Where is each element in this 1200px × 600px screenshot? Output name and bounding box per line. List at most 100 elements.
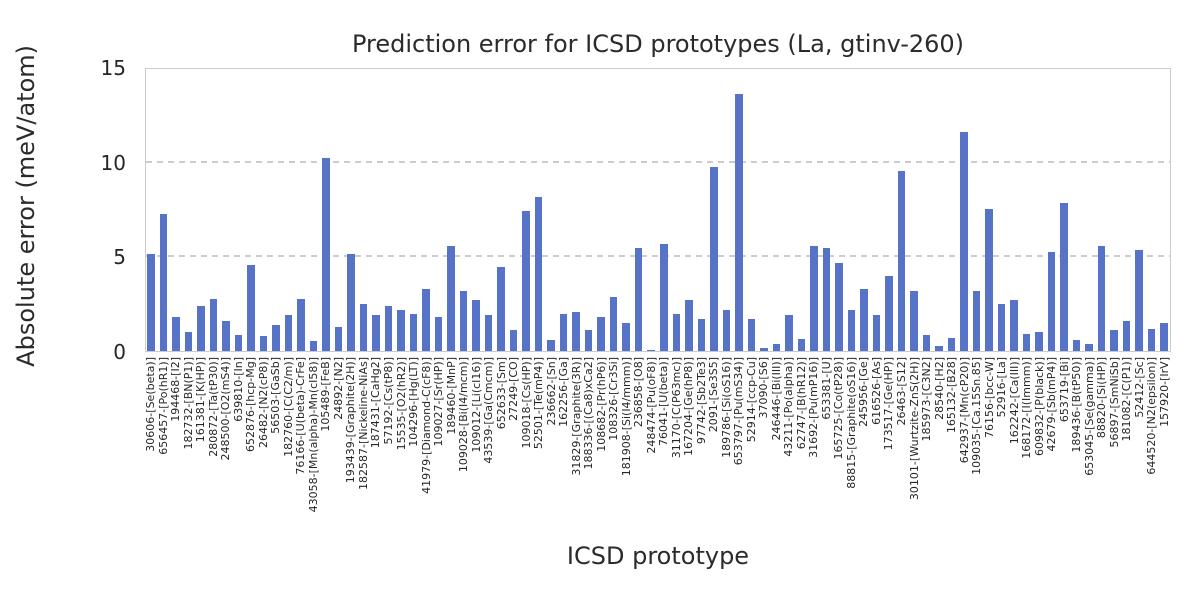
- x-tick-label: 616526-[As]: [869, 357, 883, 425]
- bar: [409, 313, 418, 351]
- chart-title: Prediction error for ICSD prototypes (La…: [351, 30, 965, 58]
- bar: [522, 210, 530, 351]
- bar: [622, 322, 630, 351]
- bar: [772, 344, 781, 351]
- x-tick-label: 182732-[BN(P1)]: [181, 357, 195, 450]
- x-tick-label: 43539-[Ga(Cmcm)]: [482, 357, 496, 464]
- x-tick-label: 157920-[IrV]: [1157, 357, 1171, 427]
- x-tick-label: 97742-[Sb2Te3]: [694, 357, 708, 445]
- bar: [960, 131, 968, 351]
- x-tick-label: 165132-[B28]: [945, 357, 959, 434]
- bar: [1160, 322, 1168, 351]
- bar: [222, 321, 230, 351]
- bar: [935, 346, 943, 351]
- x-tick-label: 162256-[Ga]: [557, 357, 571, 427]
- bar: [835, 262, 843, 351]
- bar: [872, 315, 881, 351]
- bar: [597, 317, 605, 351]
- x-tick-label: 57192-[Cs(tP8)]: [381, 357, 395, 445]
- bar: [147, 253, 155, 351]
- x-tick-label: 62747-[B(hR12)]: [794, 357, 808, 450]
- bar: [797, 338, 806, 351]
- bar: [484, 315, 493, 351]
- x-tick-label: 656457-[Po(hR1)]: [156, 357, 170, 455]
- x-tick-label: 653797-[Pu(mS34)]: [732, 357, 746, 466]
- x-tick-label: 105489-[FeB]: [319, 357, 333, 432]
- x-tick-label: 43058-[Mn(alpha)-Mn(cI58)]: [306, 357, 320, 513]
- x-tick-label: 188336-[(Ca8)xCa2]: [582, 357, 596, 470]
- bar: [609, 296, 618, 351]
- bar: [810, 246, 818, 351]
- bar: [722, 309, 731, 351]
- x-tick-label: 30606-[Se(beta)]: [144, 357, 158, 452]
- x-tick-label: 52916-[La]: [995, 357, 1009, 418]
- x-tick-label: 236662-[Sn]: [544, 357, 558, 426]
- x-axis-label: ICSD prototype: [566, 542, 750, 570]
- bar: [1022, 334, 1031, 351]
- bar: [885, 276, 893, 351]
- x-tick-label: 194468-[I2]: [169, 357, 183, 422]
- x-tick-label: 161381-[K(HP)]: [194, 357, 208, 443]
- x-tick-label: 52501-[Te(mP4)]: [532, 357, 546, 450]
- x-tick-label: 185973-[C3N2]: [920, 357, 933, 442]
- x-tick-label: 26463-[S12]: [894, 357, 908, 426]
- x-tick-label: 653719-[Bi]: [1057, 357, 1071, 423]
- x-tick-label: 56897-[SmNiSb]: [1107, 357, 1121, 448]
- bar: [384, 306, 393, 351]
- x-tick-label: 280872-[Ta(tP30)]: [206, 357, 220, 457]
- bar: [647, 350, 655, 351]
- bar: [447, 246, 455, 351]
- bar: [422, 289, 430, 351]
- bar: [184, 332, 193, 351]
- x-tick-label: 52914-[ccp-Cu]: [744, 357, 758, 443]
- x-tick-label: 15535-[O2(hR2)]: [394, 357, 408, 451]
- gridline: [146, 160, 1170, 163]
- bar: [997, 304, 1006, 351]
- bar: [672, 313, 681, 351]
- bar: [1010, 300, 1018, 351]
- bar: [1047, 251, 1056, 351]
- bar: [347, 253, 355, 351]
- x-tick-label: 24892-[N2]: [331, 357, 345, 420]
- bar: [710, 167, 718, 351]
- x-tick-label: 104296-[Hg(LT)]: [407, 357, 420, 447]
- bar: [359, 304, 368, 351]
- y-tick-label: 15: [100, 56, 126, 80]
- bar: [572, 311, 580, 351]
- bar: [534, 197, 543, 351]
- x-tick-label: 189436-[B(tP50)]: [1070, 357, 1084, 453]
- x-tick-label: 43211-[Po(alpha)]: [782, 357, 796, 457]
- x-tick-label: 187431-[CaHg2]: [369, 357, 383, 449]
- x-tick-label: 182760-[C(C2/m)]: [281, 357, 295, 457]
- bar: [509, 330, 518, 351]
- bar: [272, 324, 280, 351]
- x-tick-label: 28540-[H2]: [932, 357, 946, 420]
- bar: [309, 340, 318, 351]
- bar: [1085, 343, 1093, 351]
- bar: [397, 309, 405, 351]
- bar: [334, 326, 343, 351]
- bar: [259, 336, 268, 351]
- bar: [297, 298, 305, 351]
- bar: [322, 158, 330, 351]
- x-tick-label: 644520-[N2(epsilon)]: [1145, 357, 1159, 475]
- bar: [497, 266, 505, 351]
- x-tick-label: 652876-[hcp-Mg]: [244, 357, 258, 452]
- bar: [284, 315, 293, 351]
- bar: [1035, 332, 1043, 351]
- bar: [785, 315, 793, 351]
- bar: [897, 171, 906, 351]
- x-tick-label: 652633-[Sm]: [494, 357, 508, 430]
- x-tick-label: 37090-[S6]: [757, 357, 771, 419]
- y-tick-label: 10: [100, 150, 126, 175]
- bar: [822, 247, 831, 351]
- x-tick-label: 56503-[GaSb]: [269, 357, 283, 434]
- x-tick-label: 31829-[Graphite(3R)]: [569, 357, 583, 476]
- bar: [247, 264, 255, 351]
- x-tick-label: 26482-[N2(cP8)]: [256, 357, 270, 449]
- x-tick-label: 30101-[Wurtzite-ZnS(2H)]: [907, 357, 921, 501]
- x-tick-label: 181082-[C(P1)]: [1120, 357, 1134, 442]
- x-tick-label: 653045-[Se(gamma)]: [1082, 357, 1096, 476]
- x-tick-label: 245956-[Ge]: [857, 357, 871, 427]
